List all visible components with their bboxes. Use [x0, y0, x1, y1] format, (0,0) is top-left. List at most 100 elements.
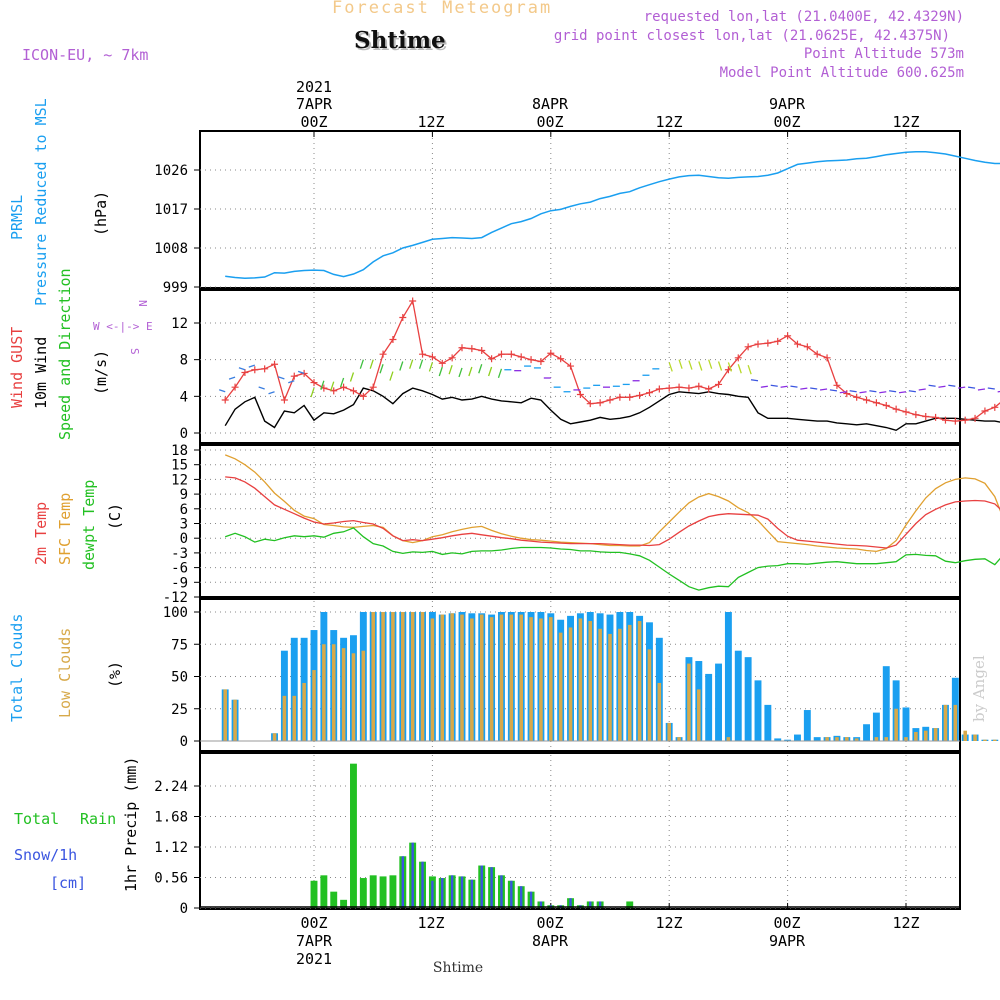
total-cloud-bar: [705, 673, 713, 741]
low-cloud-bar: [341, 648, 346, 741]
top-axis-label: 7APR: [296, 95, 333, 113]
top-axis-label: 00Z: [300, 113, 327, 131]
pressure-labels: PRMSL Pressure Reduced to MSL (hPa): [8, 98, 110, 306]
low-cloud-bar: [983, 739, 987, 741]
low-cloud-bar: [884, 737, 889, 741]
wind-arrow: [829, 389, 838, 392]
wind-arrow: [977, 388, 986, 391]
clouds-ytick-label: 0: [180, 734, 188, 750]
snow-bar: [500, 875, 503, 908]
wind-arrow: [448, 364, 453, 375]
wind-arrow: [248, 364, 256, 368]
wind-arrow: [438, 366, 443, 377]
wind-panel-frame: [199, 289, 961, 444]
precip-ytick-label: 0.56: [154, 871, 188, 887]
clouds-ytick-label: 25: [171, 702, 188, 718]
gust-marker: [389, 336, 397, 343]
temperature-panel-frame: [199, 444, 961, 598]
low-cloud-bar: [292, 695, 297, 741]
wind-arrow: [967, 386, 976, 389]
wind-arrow: [997, 390, 1000, 393]
gust-marker: [695, 382, 703, 390]
wind-arrow: [859, 391, 867, 394]
wind-arrow: [750, 379, 759, 382]
low-cloud-bar: [479, 614, 484, 741]
gust-marker: [784, 332, 792, 340]
gust-marker: [241, 369, 249, 376]
low-cloud-bar: [361, 650, 366, 741]
point-altitude: Point Altitude 573m: [803, 46, 964, 62]
rain-bar: [626, 901, 634, 908]
low-cloud-bar: [637, 621, 642, 741]
low-cloud-bar: [489, 617, 494, 741]
gust-marker: [912, 411, 920, 419]
snow-bar: [539, 901, 543, 908]
precip-grid: 0 0.56 1.12 1.68 2.24: [154, 755, 960, 917]
cm-label: [cm]: [50, 874, 86, 892]
gust-marker: [744, 343, 752, 351]
snow-bar: [520, 886, 523, 908]
low-cloud-bar: [943, 704, 948, 741]
snow-bar: [490, 867, 493, 908]
pressure-unit-label: (hPa): [92, 191, 110, 236]
wind-arrow: [379, 364, 384, 374]
gust-marker: [833, 381, 841, 389]
low-cloud-bar: [647, 649, 652, 741]
low-cloud-bar: [657, 682, 662, 741]
gust-marker: [863, 396, 871, 404]
low-cloud-bar: [667, 722, 671, 741]
wind-arrow: [320, 380, 325, 390]
pressure-grid: 999 1008 1017 1026: [154, 133, 960, 296]
wind-arrow: [819, 388, 828, 391]
rain-bar: [389, 875, 397, 908]
pressure-ytick-label: 1008: [154, 241, 188, 257]
bottom-axis-label: 8APR: [532, 932, 569, 950]
bottom-axis-label: 12Z: [417, 914, 444, 932]
low-cloud-bar: [835, 737, 839, 741]
rain-bar: [310, 880, 318, 908]
rain-bar: [330, 891, 338, 908]
snow-bar: [401, 856, 404, 908]
low-cloud-bar: [825, 737, 829, 741]
snow-bar: [421, 861, 424, 908]
snow-label: Snow/1h: [14, 846, 77, 864]
t2m-label: 2m Temp: [32, 502, 50, 565]
gust-marker: [251, 366, 259, 374]
gust-marker: [645, 389, 653, 397]
gust-marker: [961, 416, 969, 424]
gust-marker: [547, 349, 555, 357]
low-cloud-bar: [529, 617, 533, 741]
dewpt-line: [224, 527, 1000, 591]
top-axis-label: 00Z: [536, 113, 563, 131]
rain-bar: [350, 763, 357, 908]
gust-marker: [399, 314, 407, 321]
total-cloud-bar: [813, 737, 821, 741]
total-cloud-bar: [734, 650, 742, 741]
gust-marker: [448, 354, 456, 362]
gust-marker: [458, 344, 466, 352]
total-cloud-bar: [715, 663, 722, 741]
low-clouds-label: Low Clouds: [56, 628, 74, 718]
wind-arrow: [938, 385, 946, 388]
wind-arrow: [908, 390, 916, 393]
wind-arrow: [869, 390, 877, 393]
precip-ytick-label: 0: [180, 901, 188, 917]
wind-arrow: [468, 366, 473, 377]
speed-dir-label: Speed and Direction: [56, 268, 74, 440]
gust-marker: [438, 359, 446, 367]
top-axis-label: 12Z: [417, 113, 444, 131]
gust-label: Wind GUST: [8, 327, 26, 408]
low-cloud-bar: [558, 632, 563, 741]
gust-marker: [369, 383, 377, 391]
gust-marker: [932, 413, 940, 421]
total-cloud-bar: [744, 657, 752, 741]
gust-marker: [922, 413, 930, 420]
temperature-labels: 2m Temp SFC Temp dewpt Temp (C): [32, 480, 124, 570]
gust-marker: [310, 379, 318, 387]
low-cloud-bar: [410, 612, 415, 741]
compass-ew: W <-|-> E: [93, 320, 153, 333]
wind-arrow: [278, 376, 285, 380]
gust-marker: [478, 347, 486, 354]
wind-arrow: [487, 366, 493, 377]
snow-bar: [460, 876, 464, 908]
